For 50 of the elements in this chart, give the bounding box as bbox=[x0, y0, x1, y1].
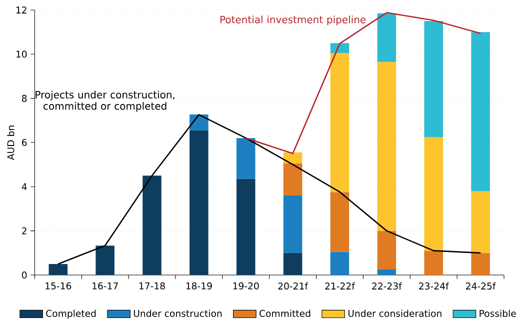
legend-label: Under consideration bbox=[348, 310, 442, 317]
bar bbox=[471, 32, 490, 192]
bar bbox=[48, 264, 68, 275]
bar bbox=[377, 230, 396, 270]
x-tick-label: 23-24f bbox=[419, 282, 449, 290]
y-tick-label: 8 bbox=[22, 94, 27, 102]
line-series bbox=[57, 114, 482, 265]
legend-label: Possible bbox=[480, 310, 516, 317]
x-tick-label: 17-18 bbox=[139, 282, 165, 290]
x-tick-label: 16-17 bbox=[92, 282, 118, 290]
bar bbox=[330, 192, 350, 252]
y-tick-label: 10 bbox=[16, 50, 27, 58]
y-axis-title: AUD bn bbox=[7, 126, 14, 160]
bar bbox=[283, 163, 302, 196]
bar bbox=[377, 13, 396, 62]
bar bbox=[236, 138, 256, 179]
bar bbox=[471, 252, 490, 275]
bar bbox=[142, 176, 162, 275]
legend-label: Completed bbox=[46, 310, 96, 319]
x-tick-label: 15-16 bbox=[46, 282, 72, 290]
bar bbox=[190, 130, 208, 275]
x-tick-label: 24-25f bbox=[466, 282, 496, 290]
bar bbox=[471, 191, 490, 253]
y-tick-label: 0 bbox=[22, 271, 27, 279]
bar bbox=[330, 53, 350, 192]
x-tick-label: 21-22f bbox=[325, 282, 356, 290]
bar bbox=[236, 178, 256, 275]
y-tick-label: 4 bbox=[22, 183, 27, 190]
bar bbox=[330, 43, 350, 54]
x-tick-label: 18-19 bbox=[186, 282, 212, 290]
bar bbox=[283, 195, 302, 253]
bar bbox=[424, 21, 443, 137]
bar bbox=[377, 62, 396, 231]
x-tick-label: 22-23f bbox=[372, 282, 402, 290]
bar bbox=[330, 252, 350, 275]
bar bbox=[424, 136, 443, 251]
x-tick-label: 19-20 bbox=[233, 282, 259, 290]
bar bbox=[283, 252, 302, 275]
text: Projects under construction, committed or completed bbox=[36, 90, 174, 112]
y-tick-label: 6 bbox=[22, 138, 27, 146]
bar bbox=[96, 246, 114, 275]
y-tick-label: 2 bbox=[22, 227, 26, 234]
bar bbox=[283, 152, 302, 164]
legend-label: Committed bbox=[260, 310, 310, 317]
bar bbox=[424, 250, 443, 275]
legend-label: Under construction bbox=[134, 310, 222, 317]
x-tick-label: 20-21f bbox=[278, 282, 308, 290]
y-tick-label: 12 bbox=[16, 6, 26, 14]
bar bbox=[377, 269, 396, 275]
series-label: Potential investment pipeline bbox=[220, 16, 366, 26]
